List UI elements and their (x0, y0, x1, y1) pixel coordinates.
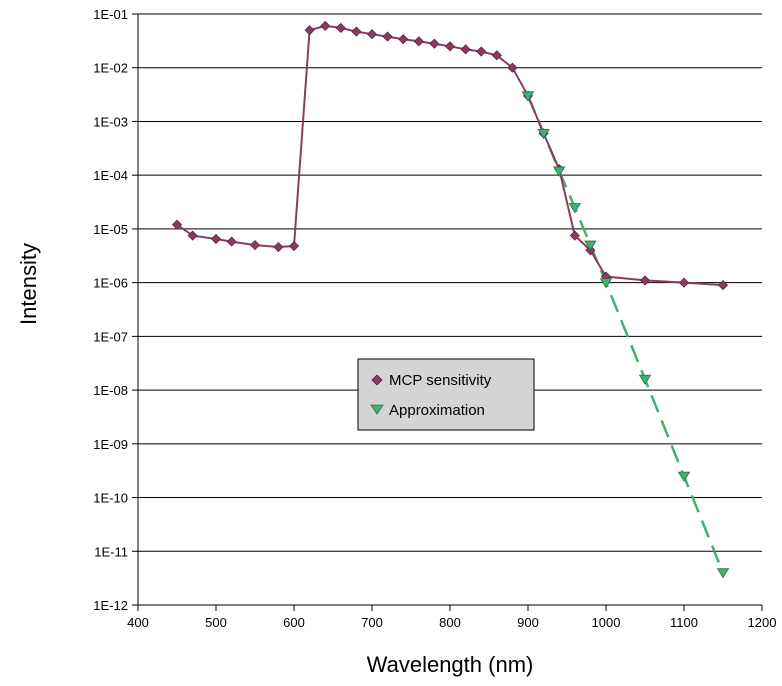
legend-label-approximation: Approximation (389, 402, 485, 419)
mcp-point (717, 280, 729, 291)
approximation-point (537, 128, 550, 140)
mcp-point (476, 46, 487, 57)
mcp-point (398, 34, 409, 45)
y-tick-label: 1E-11 (94, 544, 128, 559)
mcp-point (678, 277, 690, 288)
axes (132, 13, 763, 611)
approximation-point (716, 568, 730, 579)
legend-box (357, 358, 535, 431)
legend: MCP sensitivity Approximation (357, 358, 535, 431)
grid-lines (138, 13, 762, 606)
y-tick-label: 1E-03 (93, 114, 128, 129)
y-axis-label: Intensity (16, 243, 41, 325)
approximation-point (568, 203, 582, 214)
mcp-point (444, 41, 456, 52)
mcp-point (366, 29, 378, 40)
mcp-point (382, 31, 393, 42)
y-tick-label: 1E-12 (93, 598, 128, 613)
mcp-point (491, 50, 502, 61)
mcp-point (335, 22, 346, 34)
mcp-point (429, 38, 440, 49)
y-tick-label: 1E-04 (93, 168, 128, 183)
approximation-point (638, 374, 652, 385)
y-tick-label: 1E-05 (93, 222, 128, 237)
approximation-point (677, 471, 691, 482)
x-tick-label: 800 (439, 615, 461, 630)
mcp-point (639, 275, 651, 286)
approximation-point (521, 91, 535, 102)
x-tick-label: 400 (127, 615, 149, 630)
x-tick-label: 500 (205, 615, 227, 630)
legend-marker-mcp (371, 374, 383, 386)
y-tick-label: 1E-01 (93, 7, 128, 22)
approximation-point (599, 278, 613, 289)
mcp-point (249, 240, 261, 251)
mcp-point (320, 20, 331, 31)
mcp-point (226, 236, 237, 247)
mcp-point (210, 233, 222, 245)
x-tick-label: 700 (361, 615, 383, 630)
x-tick-label: 1100 (670, 615, 698, 630)
x-axis-label: Wavelength (nm) (367, 652, 534, 677)
y-tick-label: 1E-09 (93, 437, 128, 452)
y-tick-label: 1E-10 (93, 491, 128, 506)
x-tick-label: 900 (517, 615, 539, 630)
legend-marker-approximation (370, 404, 384, 415)
legend-label-mcp: MCP sensitivity (389, 372, 492, 389)
mcp-point (569, 230, 580, 241)
mcp-point (187, 230, 198, 241)
mcp-point (304, 25, 315, 36)
mcp-point (273, 241, 284, 253)
x-tick-label: 1000 (592, 615, 621, 630)
mcp-point (351, 26, 362, 37)
mcp-point (507, 62, 518, 73)
y-tick-label: 1E-06 (93, 276, 128, 291)
mcp-point (460, 44, 471, 55)
y-tick-label: 1E-02 (93, 61, 128, 76)
mcp-point (171, 219, 183, 230)
series-layer (171, 20, 730, 579)
x-tick-label: 600 (283, 615, 305, 630)
approximation-point (584, 240, 597, 251)
x-tick-label: 1200 (748, 615, 777, 630)
mcp-point (288, 240, 300, 252)
y-tick-labels: 1E-12 1E-11 1E-10 1E-09 1E-08 1E-07 1E-06 1E-05… (93, 7, 128, 613)
y-tick-label: 1E-07 (93, 329, 128, 344)
mcp-point (413, 36, 424, 47)
approximation-point (552, 166, 566, 177)
y-tick-label: 1E-08 (93, 383, 128, 398)
x-tick-labels: 400 500 600 700 800 900 1000 1100 1200 (127, 615, 776, 630)
